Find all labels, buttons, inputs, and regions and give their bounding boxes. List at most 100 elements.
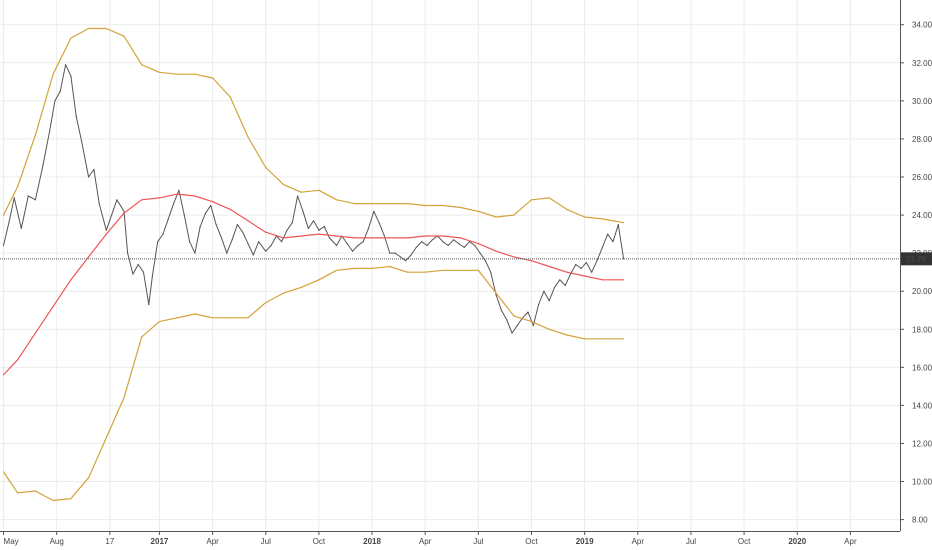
data-point [141, 64, 143, 66]
data-point [530, 260, 533, 262]
x-axis[interactable]: May Aug 17 2017 Apr Jul Oct 2018 Apr Jul Oct 2019 Ap… [3, 531, 857, 546]
data-point [265, 231, 267, 233]
data-point [141, 336, 143, 338]
data-point [394, 252, 396, 254]
data-point [424, 235, 426, 237]
data-point [424, 271, 426, 273]
y-tick-label: 28.00 [912, 135, 932, 144]
data-point [194, 195, 196, 197]
data-point [158, 197, 160, 199]
data-point [495, 292, 497, 294]
data-point [70, 498, 72, 500]
x-tick-label: Jul [473, 537, 483, 546]
data-point [70, 37, 72, 39]
data-point [383, 235, 385, 237]
data-point [158, 321, 160, 323]
x-tick-label: Apr [844, 537, 857, 546]
data-point [516, 324, 518, 327]
data-point [52, 73, 54, 75]
data-point [59, 90, 61, 92]
data-point [490, 271, 492, 273]
x-tick-label: 2020 [788, 537, 806, 546]
data-point [596, 260, 598, 262]
data-point [105, 27, 107, 30]
data-point [371, 237, 373, 239]
y-tick-label: 10.00 [912, 478, 932, 487]
data-point [607, 233, 609, 235]
data-point [580, 267, 582, 269]
data-point [307, 227, 309, 229]
y-axis[interactable]: 8.0010.0012.0014.0016.0018.0020.0022.002… [900, 21, 932, 525]
data-point [80, 140, 83, 142]
data-point [291, 222, 293, 224]
data-point [212, 317, 214, 319]
data-point [265, 250, 267, 252]
data-point [406, 271, 409, 273]
x-tick-label: Apr [206, 537, 219, 546]
data-point [575, 263, 577, 266]
data-point [566, 271, 568, 273]
data-point [424, 204, 426, 207]
data-point [527, 311, 529, 313]
x-tick-label: 2019 [576, 537, 594, 546]
data-point [460, 206, 462, 209]
data-point [373, 210, 375, 212]
series-line-2 [2, 27, 624, 224]
data-point [229, 96, 231, 98]
data-point [584, 338, 586, 340]
y-tick-label: 34.00 [912, 21, 932, 30]
data-point [300, 235, 302, 237]
data-point [318, 233, 320, 235]
data-point [328, 237, 331, 239]
data-point [300, 191, 302, 193]
data-point [426, 244, 428, 247]
data-point [336, 199, 338, 201]
data-point [247, 136, 249, 138]
data-point [189, 241, 191, 243]
x-tick-label: 2017 [151, 537, 169, 546]
data-point [623, 338, 625, 340]
data-point [500, 309, 502, 311]
data-point [371, 267, 373, 269]
y-tick-label: 30.00 [912, 97, 932, 106]
data-point [148, 303, 150, 306]
y-tick-label: 32.00 [912, 59, 932, 68]
data-point [569, 273, 572, 275]
data-point [617, 224, 619, 226]
x-tick-label: Aug [50, 537, 64, 546]
data-point [353, 203, 355, 205]
data-point [442, 241, 444, 243]
data-point [178, 189, 180, 191]
data-point [442, 235, 444, 237]
data-point [212, 201, 214, 203]
data-point [199, 225, 201, 228]
data-point [442, 204, 444, 207]
data-point [70, 75, 72, 77]
data-point [447, 244, 449, 247]
data-point [601, 218, 604, 220]
x-tick-label: Oct [313, 537, 326, 546]
data-point [530, 321, 533, 323]
data-point [173, 203, 175, 205]
x-tick-label: Oct [738, 537, 751, 546]
y-tick-label: 24.00 [912, 211, 932, 220]
data-point [176, 317, 178, 319]
data-point [162, 233, 164, 235]
data-point [20, 227, 22, 229]
y-tick-label: 20.00 [912, 287, 932, 296]
data-point [270, 244, 272, 247]
data-point [2, 214, 5, 216]
data-point [495, 294, 497, 296]
y-tick-label: 16.00 [912, 363, 932, 372]
data-point [8, 222, 10, 224]
data-point [176, 73, 178, 75]
data-point [52, 305, 54, 307]
data-point [34, 332, 37, 334]
x-tick-label: Oct [525, 537, 538, 546]
data-point [242, 231, 244, 233]
data-point [538, 303, 540, 306]
data-point [123, 397, 125, 399]
data-point [27, 195, 29, 197]
data-point [247, 220, 249, 222]
y-tick-label: 14.00 [912, 401, 932, 410]
